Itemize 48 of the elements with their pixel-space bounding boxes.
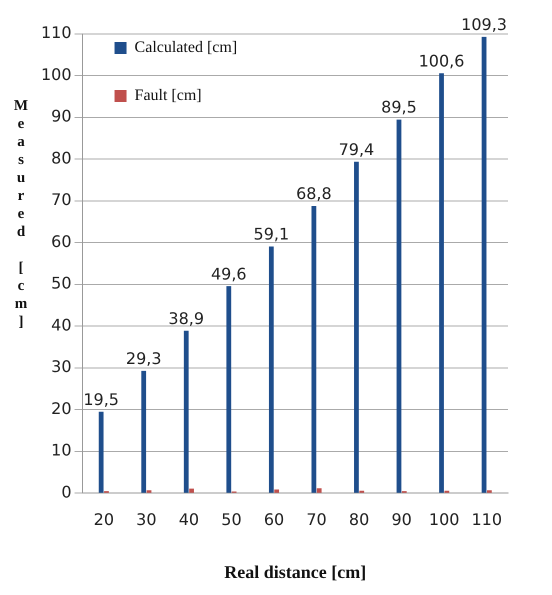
bar [268, 246, 274, 493]
data-label: 49,6 [210, 264, 247, 284]
x-tick-label: 50 [221, 510, 242, 529]
y-tick-label: 50 [51, 274, 72, 293]
bar [354, 162, 359, 493]
x-tick-label: 20 [94, 510, 114, 529]
y-tick-label: 30 [51, 357, 72, 376]
x-tick-label: 90 [391, 510, 412, 529]
bar [439, 73, 444, 493]
bar [141, 370, 146, 493]
y-axis-title: Measured [cm] [12, 98, 30, 332]
data-label: 109,3 [461, 15, 507, 34]
y-tick-label: 90 [51, 106, 72, 126]
data-label: 19,5 [83, 390, 119, 409]
x-axis-title: Real distance [cm] [224, 562, 366, 582]
y-tick-label: 40 [51, 315, 72, 334]
x-tick-label: 80 [348, 510, 370, 529]
bar [396, 120, 402, 493]
y-tick-label: 20 [51, 398, 72, 418]
data-label: 59,1 [254, 224, 290, 244]
legend-label: Fault [cm] [134, 87, 202, 104]
bar [189, 488, 194, 493]
x-tick-label: 100 [428, 510, 460, 529]
x-tick-label: 110 [471, 510, 502, 529]
y-tick-label: 70 [51, 190, 72, 210]
data-label: 68,8 [296, 184, 332, 204]
y-tick-label: 110 [40, 23, 72, 42]
y-tick-label: 60 [51, 232, 72, 251]
y-tick-label: 0 [61, 482, 72, 502]
x-tick-label: 30 [136, 510, 157, 529]
x-tick-label: 70 [306, 510, 327, 529]
bar [311, 206, 316, 493]
bar [316, 488, 322, 493]
bar [482, 36, 486, 493]
data-label: 100,6 [418, 51, 464, 70]
bar [184, 330, 189, 493]
data-label: 38,9 [168, 308, 204, 328]
y-tick-label: 80 [51, 148, 72, 168]
x-tick-label: 40 [178, 510, 200, 529]
data-label: 79,4 [338, 140, 374, 159]
data-label: 29,3 [126, 349, 162, 368]
bar [98, 412, 104, 493]
legend-label: Calculated [cm] [134, 39, 238, 56]
bar [226, 286, 232, 493]
y-tick-label: 10 [51, 440, 72, 460]
data-label: 89,5 [381, 98, 417, 117]
y-tick-label: 100 [40, 64, 72, 84]
x-tick-label: 60 [264, 510, 284, 529]
